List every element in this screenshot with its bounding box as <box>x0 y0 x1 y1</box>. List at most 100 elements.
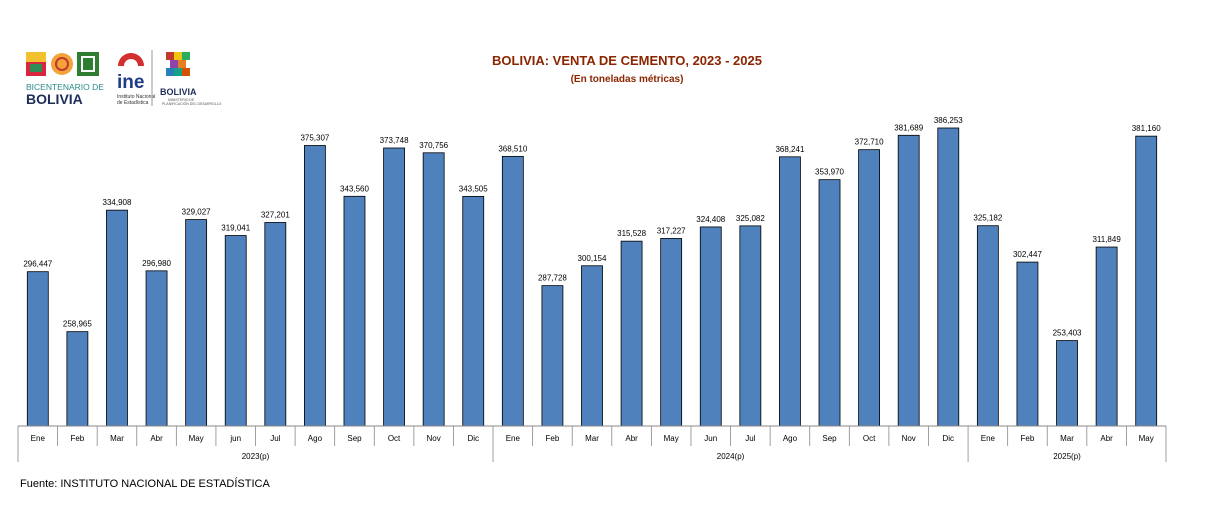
data-label: 343,560 <box>340 184 369 193</box>
bar <box>264 222 287 427</box>
bar <box>422 152 445 427</box>
bar <box>1056 340 1078 427</box>
data-label: 287,728 <box>538 274 567 283</box>
x-tick-label: Abr <box>150 434 163 443</box>
data-label: 372,710 <box>855 138 884 147</box>
ministry-logo: BOLIVIA MINISTERIO DE PLANIFICACIÓN DEL … <box>160 52 222 106</box>
x-tick-label: Sep <box>822 434 837 443</box>
bar <box>106 209 128 427</box>
bar <box>1016 261 1039 427</box>
x-tick-label: May <box>1139 434 1154 443</box>
data-label: 368,241 <box>775 145 804 154</box>
x-tick-label: Oct <box>388 434 401 443</box>
bar <box>620 240 643 427</box>
bar <box>145 270 168 427</box>
bar <box>501 155 524 427</box>
data-label: 296,447 <box>23 260 52 269</box>
data-label: 317,227 <box>657 226 686 235</box>
bar <box>185 219 208 427</box>
data-label: 324,408 <box>696 215 725 224</box>
bar <box>541 285 564 427</box>
bar <box>66 331 89 427</box>
bicentenario-logo: BICENTENARIO DE BOLIVIA <box>26 52 104 107</box>
x-tick-label: Ene <box>981 434 996 443</box>
data-label: 375,307 <box>300 134 329 143</box>
x-tick-label: Dic <box>467 434 479 443</box>
x-tick-label: Ene <box>31 434 46 443</box>
year-group-label: 2023(p) <box>242 452 270 461</box>
x-tick-label: Nov <box>902 434 916 443</box>
data-label: 300,154 <box>578 254 607 263</box>
bars-layer <box>26 127 1158 427</box>
x-tick-label: Mar <box>1060 434 1074 443</box>
data-label: 381,689 <box>894 123 923 132</box>
ine-line1: Instituto Nacional <box>117 94 155 100</box>
x-axis: Ene Feb Mar Abr May jun Jul Ago Sep Oct Nov Dic Ene F… <box>17 425 1167 462</box>
data-label: 327,201 <box>261 210 290 219</box>
ministry-sub1: MINISTERIO DE <box>168 98 195 102</box>
bar <box>462 195 485 427</box>
bar <box>739 225 762 427</box>
bar <box>937 127 960 427</box>
bar <box>303 145 326 427</box>
data-label: 296,980 <box>142 259 171 268</box>
bar <box>660 238 683 427</box>
bicentenario-line2: BOLIVIA <box>26 91 83 107</box>
x-tick-label: Abr <box>625 434 638 443</box>
data-label: 319,041 <box>221 224 250 233</box>
data-label: 368,510 <box>498 144 527 153</box>
bar <box>897 134 920 427</box>
x-tick-label: Jul <box>270 434 280 443</box>
ministry-sub2: PLANIFICACIÓN DEL DESARROLLO <box>162 101 222 106</box>
bar <box>779 156 801 427</box>
x-tick-label: Ago <box>783 434 798 443</box>
x-tick-label: Abr <box>1100 434 1113 443</box>
x-tick-label: Jul <box>745 434 755 443</box>
x-tick-label: Ago <box>308 434 323 443</box>
ministry-name: BOLIVIA <box>160 87 197 97</box>
ine-line2: de Estadística <box>117 100 149 106</box>
ine-mark: ine <box>117 72 144 93</box>
chart-title: BOLIVIA: VENTA DE CEMENTO, 2023 - 2025 <box>492 53 762 68</box>
data-label: 311,849 <box>1092 235 1121 244</box>
x-tick-label: Feb <box>70 434 84 443</box>
x-tick-label: Feb <box>1021 434 1035 443</box>
bar <box>26 271 49 427</box>
data-label: 329,027 <box>182 208 211 217</box>
x-tick-label: Mar <box>110 434 124 443</box>
bar <box>1135 135 1158 427</box>
bar <box>818 179 841 427</box>
x-tick-label: Jun <box>704 434 717 443</box>
data-label: 381,160 <box>1132 124 1161 133</box>
bar <box>1095 246 1118 427</box>
bar <box>383 147 405 427</box>
bar <box>224 235 247 427</box>
x-tick-label: jun <box>229 434 241 443</box>
x-tick-label: Oct <box>863 434 876 443</box>
bar <box>581 265 603 427</box>
x-tick-label: Mar <box>585 434 599 443</box>
x-tick-label: May <box>189 434 204 443</box>
x-tick-label: Feb <box>546 434 560 443</box>
data-label: 302,447 <box>1013 250 1042 259</box>
value-labels-layer: 296,447 258,965 334,908 296,980 329,027 319,0… <box>23 116 1161 338</box>
year-group-label: 2025(p) <box>1053 452 1081 461</box>
chart-subtitle: (En toneladas métricas) <box>571 74 684 85</box>
data-label: 386,253 <box>934 116 963 125</box>
bar <box>699 226 722 427</box>
data-label: 325,082 <box>736 214 765 223</box>
data-label: 315,528 <box>617 229 646 238</box>
x-tick-label: Ene <box>506 434 521 443</box>
data-label: 325,182 <box>973 214 1002 223</box>
x-tick-label: Dic <box>942 434 954 443</box>
bar <box>343 195 366 427</box>
bar <box>976 225 999 427</box>
source-footer: Fuente: INSTITUTO NACIONAL DE ESTADÍSTIC… <box>20 478 270 490</box>
year-group-label: 2024(p) <box>717 452 745 461</box>
bicentenario-line1: BICENTENARIO DE <box>26 82 104 92</box>
data-label: 258,965 <box>63 320 92 329</box>
data-label: 373,748 <box>380 136 409 145</box>
data-label: 353,970 <box>815 168 844 177</box>
data-label: 343,505 <box>459 184 488 193</box>
